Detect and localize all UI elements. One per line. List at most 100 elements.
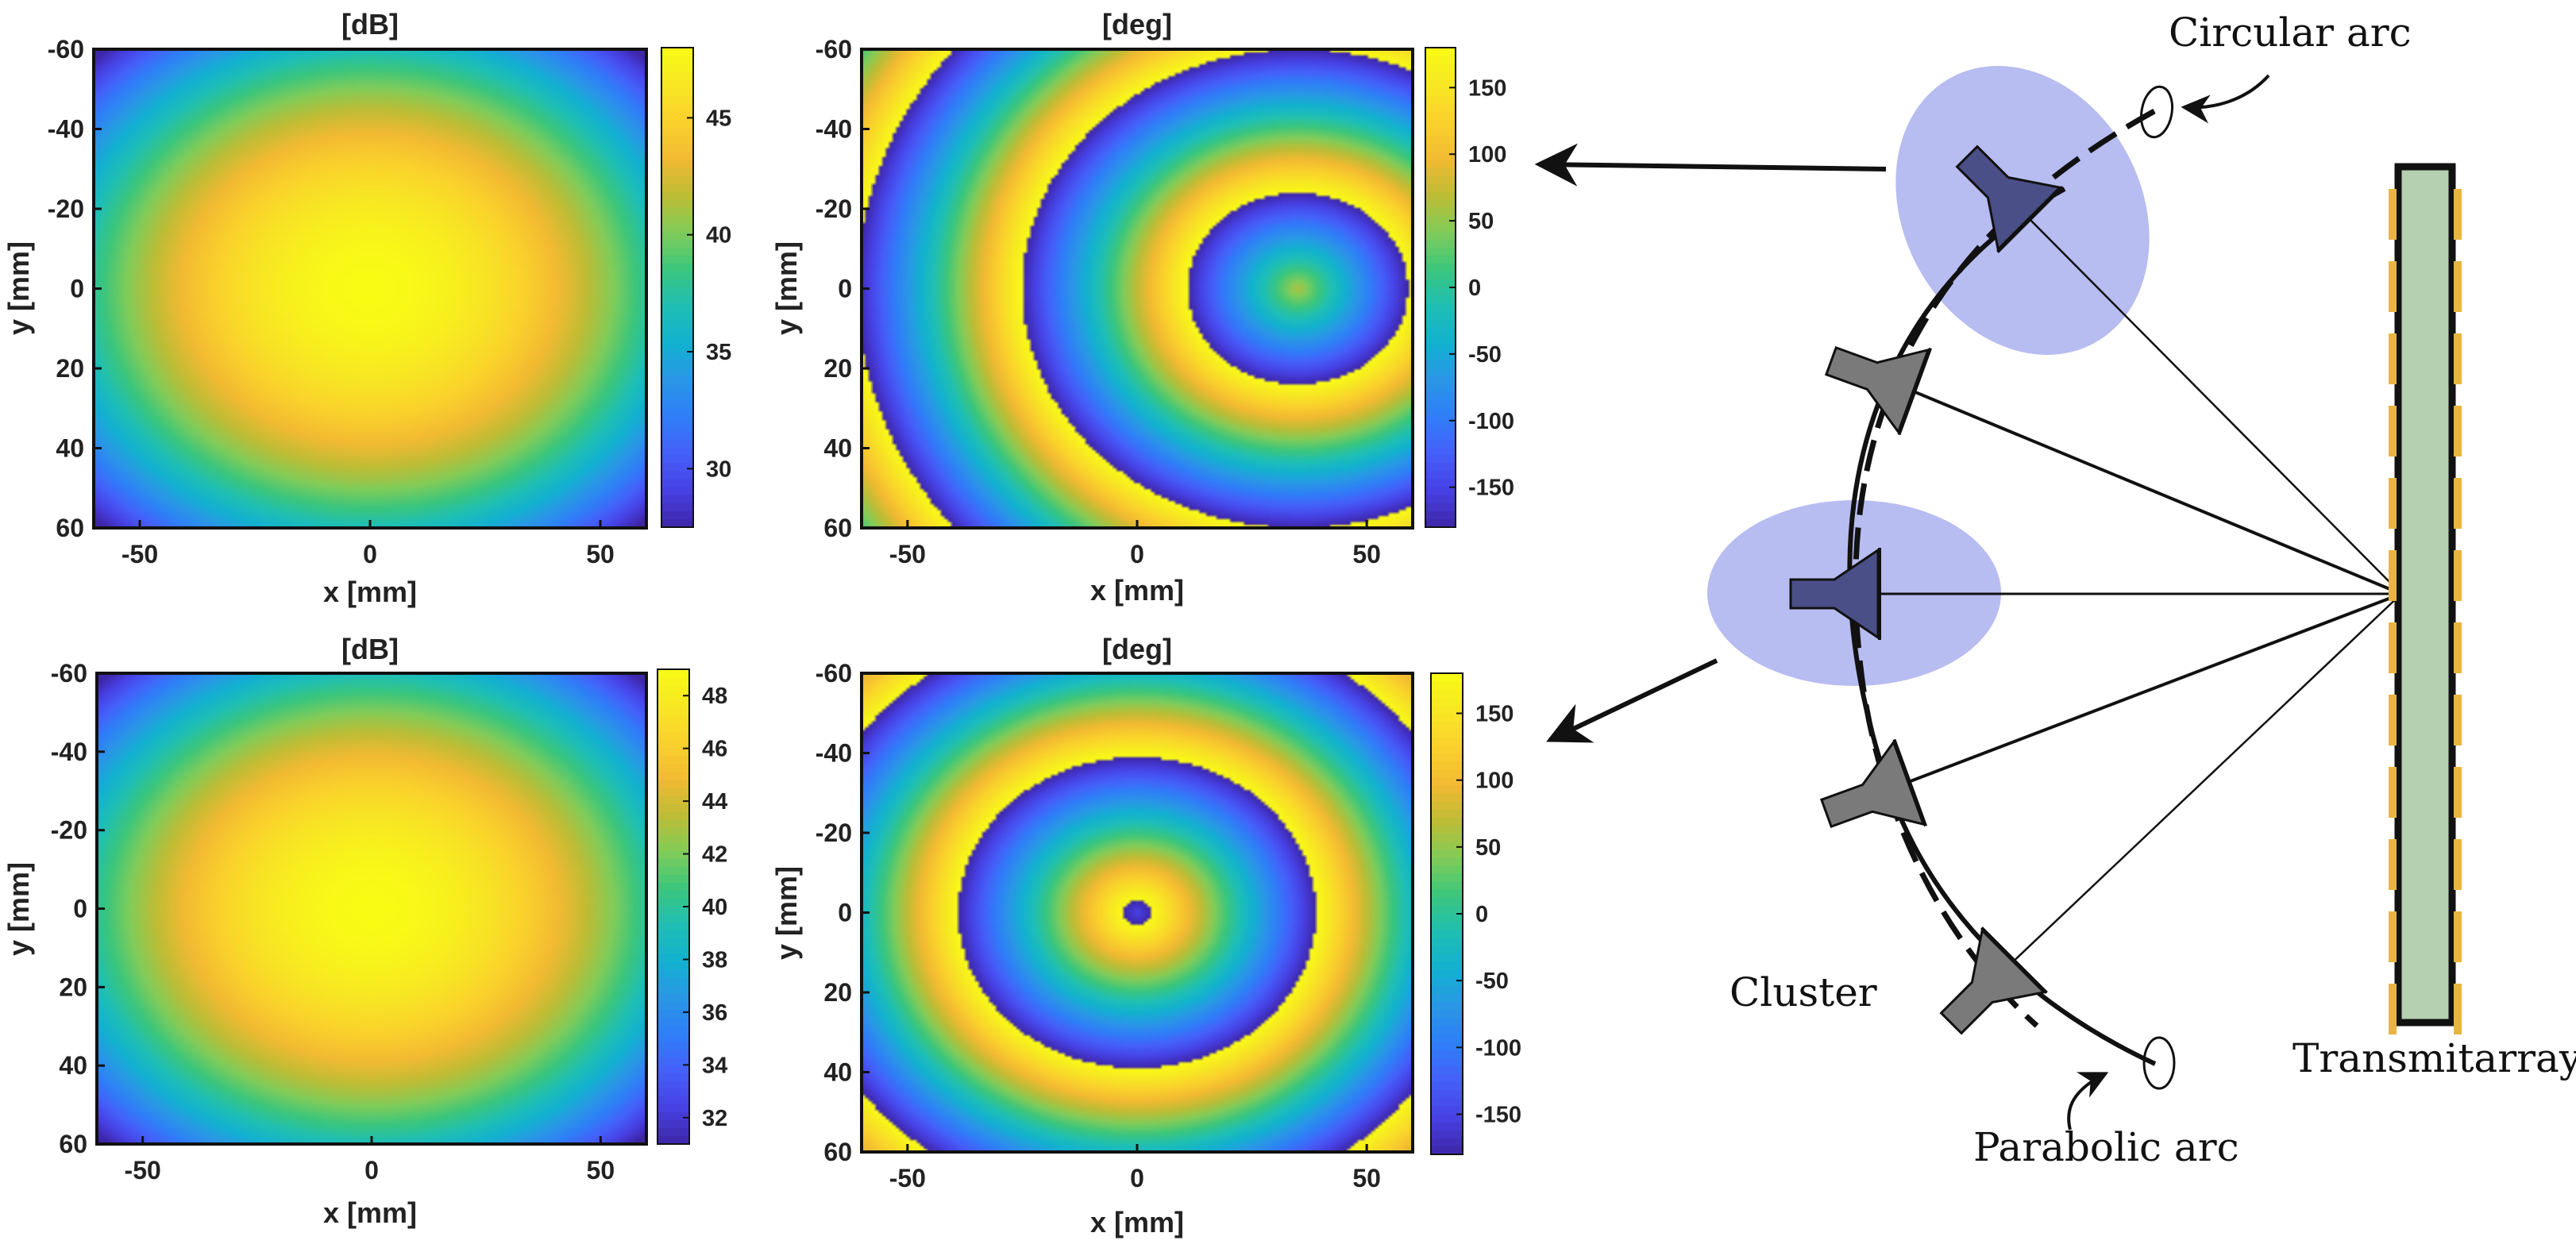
colorbar-segment bbox=[1431, 1106, 1463, 1115]
ta-element-left bbox=[2389, 839, 2397, 890]
colorbar-segment bbox=[657, 819, 689, 829]
colorbar-segment bbox=[661, 455, 693, 464]
colorbar-segment bbox=[657, 1009, 689, 1019]
colorbar-segment bbox=[1425, 287, 1456, 297]
colorbar-segment bbox=[1431, 1130, 1463, 1139]
colorbar-segment bbox=[661, 487, 693, 496]
x-axis-label: x [mm] bbox=[1090, 1206, 1184, 1239]
colorbar-segment bbox=[661, 207, 693, 217]
colorbar-segment bbox=[1425, 399, 1456, 408]
colorbar-segment bbox=[1425, 135, 1456, 144]
colorbar-frame bbox=[661, 47, 694, 528]
y-tick-label: -60 bbox=[816, 35, 852, 64]
colorbar-segment bbox=[661, 295, 693, 305]
x-tick-label: 0 bbox=[1130, 540, 1144, 568]
colorbar-segment bbox=[1431, 801, 1463, 811]
plot-title: [dB] bbox=[341, 633, 399, 665]
ta-element-left bbox=[2389, 984, 2397, 1034]
ta-element-left bbox=[2389, 189, 2397, 240]
ta-element-right bbox=[2454, 478, 2462, 529]
colorbar-segment bbox=[661, 503, 693, 512]
colorbar-segment bbox=[1431, 1090, 1463, 1100]
ta-element-left bbox=[2389, 622, 2397, 673]
circular-arc-end-marker bbox=[2139, 85, 2174, 139]
colorbar-segment bbox=[1425, 111, 1456, 121]
colorbar-segment bbox=[661, 463, 693, 472]
colorbar-segment bbox=[1431, 953, 1463, 963]
colorbar-segment bbox=[1431, 961, 1463, 971]
amplitude-plot-bottom: -50 0 50 -60 -40 -20 0 20 40 60 [dB] x [mm] y [mm] 48… bbox=[2, 633, 727, 1229]
ta-element-left bbox=[2389, 478, 2397, 529]
y-axis-label: y [mm] bbox=[770, 241, 803, 335]
colorbar-segment bbox=[1425, 510, 1456, 520]
ta-element-right bbox=[2454, 839, 2462, 890]
y-tick-label: -20 bbox=[51, 816, 87, 845]
colorbar-segment bbox=[1425, 247, 1456, 256]
colorbar-tick-label: -50 bbox=[1468, 342, 1502, 368]
colorbar-segment bbox=[661, 135, 693, 144]
colorbar-segment bbox=[657, 827, 689, 837]
x-tick-label: -50 bbox=[125, 1156, 161, 1185]
colorbar-segment bbox=[1425, 487, 1456, 496]
colorbar-segment bbox=[657, 684, 689, 694]
colorbar-segment bbox=[1431, 1082, 1463, 1092]
colorbar-segment bbox=[1425, 407, 1456, 417]
colorbar-segment bbox=[1431, 713, 1463, 722]
ta-element-left bbox=[2389, 911, 2397, 962]
colorbar-segment bbox=[1431, 705, 1463, 715]
colorbar-segment bbox=[1431, 737, 1463, 746]
colorbar-segment bbox=[657, 1088, 689, 1098]
colorbar-segment bbox=[657, 1073, 689, 1082]
ta-element-left bbox=[2389, 261, 2397, 312]
colorbar-segment bbox=[1431, 1114, 1463, 1123]
ta-element-left bbox=[2389, 695, 2397, 745]
y-tick-label: 60 bbox=[59, 1130, 87, 1158]
colorbar-segment bbox=[1431, 729, 1463, 738]
colorbar-segment bbox=[657, 788, 689, 797]
colorbar-segment bbox=[1425, 423, 1456, 433]
colorbar-segment bbox=[661, 447, 693, 456]
colorbar-segment bbox=[661, 510, 693, 520]
colorbar-segment bbox=[657, 692, 689, 702]
colorbar-segment bbox=[1431, 1050, 1463, 1059]
colorbar-segment bbox=[657, 899, 689, 907]
colorbar-segment bbox=[657, 748, 689, 757]
colorbar-tick-label: -50 bbox=[1475, 969, 1509, 994]
colorbar-segment bbox=[1425, 207, 1456, 217]
horn-feed-4 bbox=[1819, 738, 1927, 829]
colorbar-segment bbox=[661, 518, 693, 528]
colorbar-tick-label: 42 bbox=[702, 842, 727, 868]
colorbar-segment bbox=[1431, 1002, 1463, 1011]
colorbar-segment bbox=[661, 71, 693, 81]
colorbar-segment bbox=[1425, 215, 1456, 225]
colorbar-segment bbox=[657, 1120, 689, 1130]
colorbar-segment bbox=[1425, 119, 1456, 129]
ta-element-left bbox=[2389, 550, 2397, 601]
colorbar-tick-label: 32 bbox=[702, 1106, 727, 1131]
colorbar-segment bbox=[661, 375, 693, 384]
colorbar-segment bbox=[1431, 817, 1463, 826]
colorbar-segment bbox=[661, 399, 693, 408]
colorbar-segment bbox=[1425, 503, 1456, 512]
colorbar-segment bbox=[657, 700, 689, 710]
colorbar-tick-label: 34 bbox=[702, 1053, 727, 1078]
y-tick-label: 0 bbox=[70, 275, 84, 303]
colorbar-segment bbox=[1425, 175, 1456, 185]
colorbar-tick-label: 38 bbox=[702, 947, 727, 973]
colorbar-segment bbox=[1431, 1098, 1463, 1108]
y-tick-label: 60 bbox=[823, 514, 852, 542]
colorbar-segment bbox=[657, 907, 689, 915]
colorbar-segment bbox=[661, 279, 693, 288]
colorbar-segment bbox=[1431, 1018, 1463, 1027]
colorbar-segment bbox=[1431, 1074, 1463, 1084]
colorbar-segment bbox=[1425, 479, 1456, 488]
colorbar-segment bbox=[657, 676, 689, 686]
colorbar-tick-label: 50 bbox=[1468, 209, 1494, 234]
colorbar-segment bbox=[657, 985, 689, 995]
colorbar-segment bbox=[657, 851, 689, 861]
colorbar-segment bbox=[661, 239, 693, 248]
arrow-to-top-plots bbox=[1534, 143, 1887, 187]
colorbar-segment bbox=[657, 1049, 689, 1058]
colorbar-segment bbox=[1425, 143, 1456, 152]
colorbar-segment bbox=[1425, 343, 1456, 352]
